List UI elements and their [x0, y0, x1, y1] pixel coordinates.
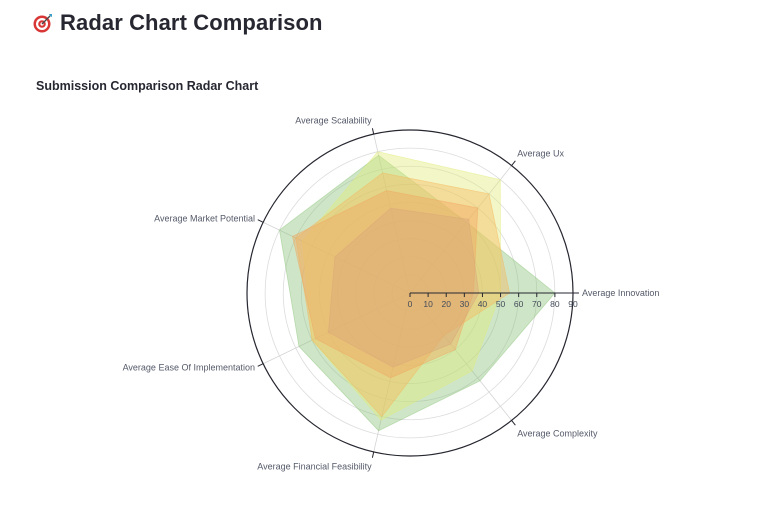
radial-tick-label: 50 [496, 299, 506, 309]
grid-spoke [262, 221, 411, 294]
radial-tick-label: 0 [408, 299, 413, 309]
angular-tick [257, 363, 264, 367]
grid-spoke [373, 292, 411, 453]
radial-tick-label: 60 [514, 299, 524, 309]
axis-label: Average Scalability [295, 115, 372, 125]
grid-spoke [409, 165, 512, 294]
radial-tick-label: 20 [441, 299, 451, 309]
radar-axes: 0 10 20 30 40 50 60 70 80 90 [246, 128, 579, 458]
grid-spoke [373, 133, 411, 294]
grid-spoke [409, 292, 512, 421]
axis-label: Average Ease Of Implementation [123, 363, 255, 373]
axis-label: Average Financial Feasibility [257, 462, 372, 472]
page-title: Radar Chart Comparison [60, 10, 323, 35]
radar-axis-labels: Average Innovation Average Complexity Aver… [123, 115, 660, 471]
radar-series-5[interactable] [327, 207, 480, 368]
target-icon [33, 14, 52, 33]
radial-tick-label: 80 [550, 299, 560, 309]
radial-tick-label: 10 [423, 299, 433, 309]
page-header: Radar Chart Comparison [32, 10, 323, 36]
angular-tick [511, 160, 516, 166]
radial-tick-label: 70 [532, 299, 542, 309]
radar-series-4[interactable] [292, 190, 479, 379]
angular-tick [371, 451, 375, 458]
radial-tick-label: 40 [478, 299, 488, 309]
angular-tick [371, 128, 375, 135]
axis-label: Average Market Potential [154, 213, 255, 223]
grid-spoke [262, 292, 411, 365]
chart-title: Submission Comparison Radar Chart [36, 79, 259, 93]
radar-series-group[interactable] [279, 151, 556, 432]
axis-label: Average Ux [517, 149, 564, 159]
axis-label: Average Complexity [517, 429, 598, 439]
angular-tick [257, 219, 264, 223]
radial-tick-label: 30 [460, 299, 470, 309]
radar-series-2[interactable] [301, 151, 502, 421]
angular-tick [511, 420, 516, 426]
radial-tick-label: 90 [568, 299, 578, 309]
axis-label: Average Innovation [582, 288, 659, 298]
